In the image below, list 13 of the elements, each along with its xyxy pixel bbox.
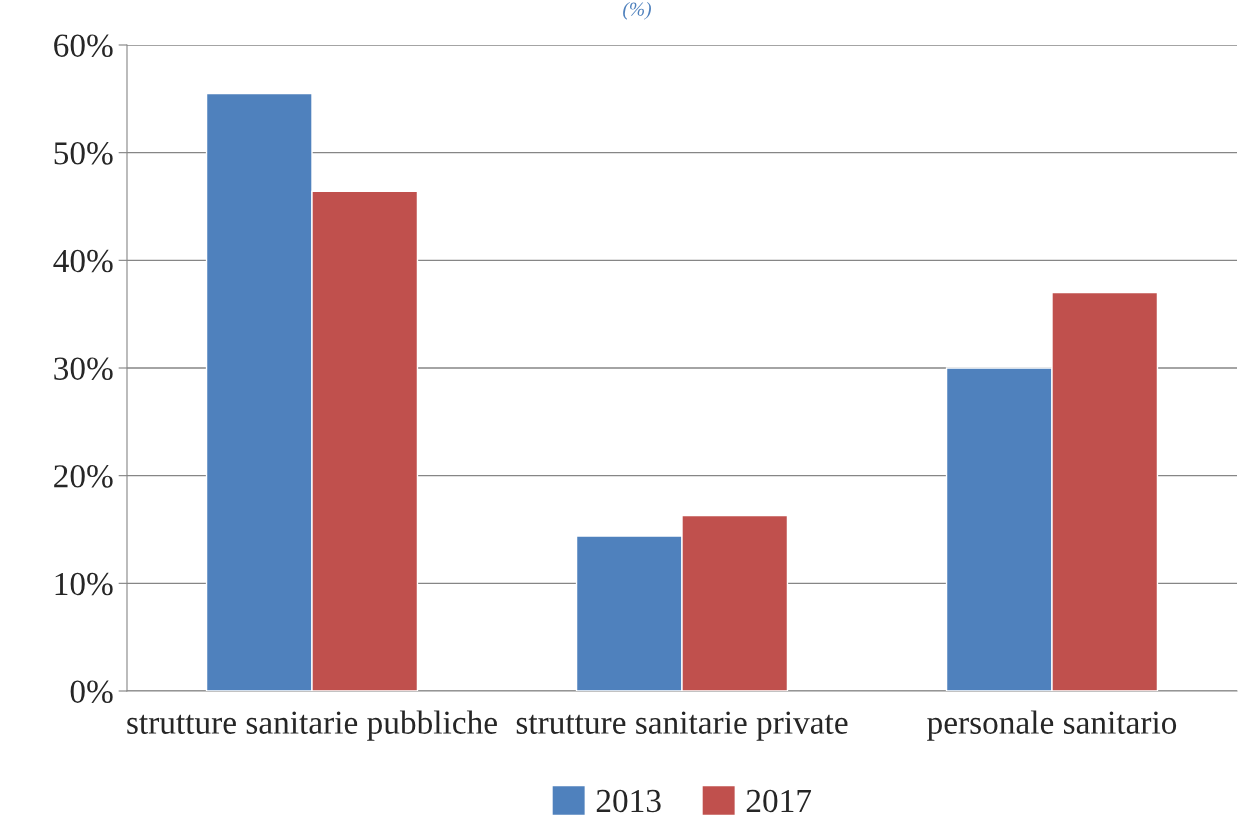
y-tick-label: 20% — [54, 465, 113, 488]
legend-label: 2017 — [746, 789, 812, 813]
legend-label: 2013 — [596, 789, 661, 813]
y-tick-label: 40% — [53, 249, 113, 273]
x-tick-label: strutture sanitarie private — [516, 711, 848, 741]
chart-title: (%) — [623, 2, 651, 20]
y-tick-label: 50% — [54, 142, 113, 165]
y-tick-label: 30% — [54, 357, 113, 380]
y-tick-label: 60% — [54, 34, 113, 57]
x-tick-label: strutture sanitarie pubbliche — [127, 710, 497, 741]
x-tick-label: personale sanitario — [927, 710, 1177, 741]
y-tick-label: 10% — [55, 572, 113, 596]
y-tick-label: 0% — [70, 680, 113, 703]
